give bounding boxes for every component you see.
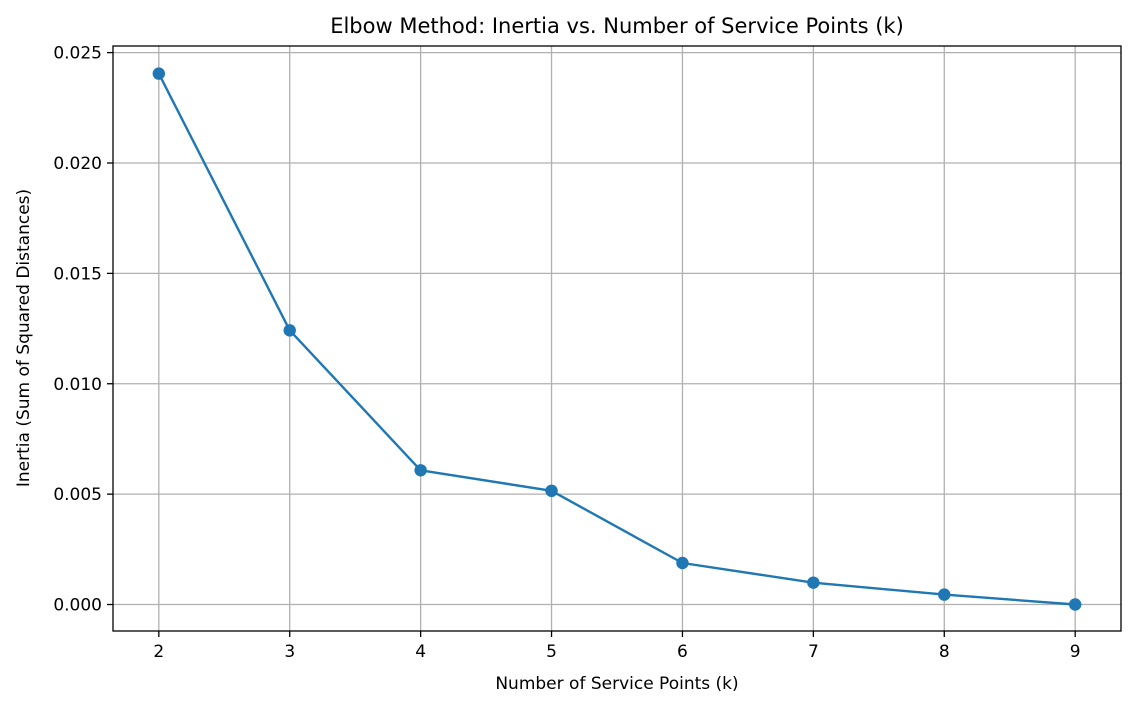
y-axis-ticks: 0.000 0.005 0.010 0.015 0.020 0.025 [53, 44, 113, 616]
data-point [807, 576, 820, 589]
data-point [676, 556, 689, 570]
x-axis-ticks: 2 3 4 5 6 7 8 9 [153, 631, 1081, 662]
x-tick-label: 7 [808, 642, 819, 662]
plot-area-frame [112, 45, 1122, 632]
x-tick-label: 8 [939, 642, 950, 662]
x-tick-label: 6 [677, 642, 688, 662]
y-tick-label: 0.005 [53, 485, 102, 505]
y-tick-label: 0.010 [53, 375, 102, 395]
x-tick-label: 4 [415, 642, 426, 662]
data-point [152, 67, 166, 80]
series-line [157, 72, 1077, 606]
x-tick-label: 5 [546, 642, 557, 662]
x-tick-label: 9 [1070, 642, 1081, 662]
data-point [283, 324, 296, 337]
y-tick-label: 0.025 [53, 44, 102, 64]
series-layer [152, 67, 1082, 611]
y-axis-label: Inertia (Sum of Squared Distances) [14, 189, 34, 487]
x-tick-label: 3 [284, 642, 295, 662]
y-tick-label: 0.015 [53, 264, 102, 284]
x-tick-label: 2 [153, 642, 164, 662]
x-axis-label: Number of Service Points (k) [495, 674, 738, 694]
data-point [1068, 598, 1082, 611]
data-point [414, 464, 427, 477]
y-tick-label: 0.020 [53, 154, 102, 174]
data-point [938, 588, 951, 601]
chart-title: Elbow Method: Inertia vs. Number of Serv… [330, 14, 904, 38]
y-tick-label: 0.000 [53, 596, 102, 616]
grid [113, 46, 1121, 631]
data-point [545, 484, 558, 498]
